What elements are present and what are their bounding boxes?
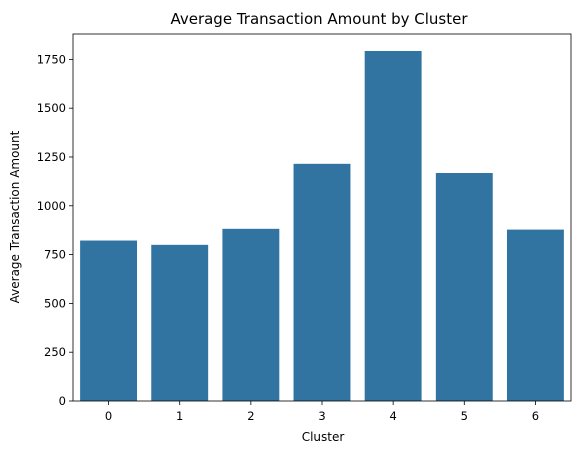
- x-tick-label: 1: [176, 409, 183, 423]
- y-axis-label: Average Transaction Amount: [8, 130, 22, 303]
- x-tick-label: 5: [461, 409, 468, 423]
- x-tick-label: 6: [532, 409, 539, 423]
- y-tick-label: 750: [44, 248, 66, 262]
- y-tick-label: 500: [44, 296, 66, 310]
- plot-frame: [72, 33, 572, 402]
- x-tick-label: 3: [318, 409, 325, 423]
- y-tick-label: 1750: [37, 52, 66, 66]
- x-tick-label: 2: [247, 409, 254, 423]
- bar-cluster-6: [506, 229, 564, 401]
- x-tick-label: 4: [389, 409, 396, 423]
- bar-cluster-0: [80, 240, 138, 401]
- bar-cluster-4: [364, 50, 422, 401]
- bar-cluster-3: [293, 163, 351, 401]
- bars-group: [80, 50, 564, 401]
- chart-title: Average Transaction Amount by Cluster: [170, 10, 468, 28]
- bar-cluster-5: [435, 172, 493, 401]
- y-tick-label: 0: [59, 394, 66, 408]
- y-tick-label: 1250: [37, 150, 66, 164]
- y-tick-label: 1500: [37, 101, 66, 115]
- y-axis-ticks: 0 250 500 750 1000 1250 1500 1750: [37, 52, 73, 408]
- y-tick-label: 250: [44, 345, 66, 359]
- x-axis-ticks: 0 1 2 3 4 5 6: [105, 401, 539, 423]
- y-tick-label: 1000: [37, 199, 66, 213]
- bar-cluster-1: [151, 244, 209, 401]
- bar-cluster-2: [222, 228, 280, 401]
- x-tick-label: 0: [105, 409, 112, 423]
- x-axis-label: Cluster: [302, 430, 345, 444]
